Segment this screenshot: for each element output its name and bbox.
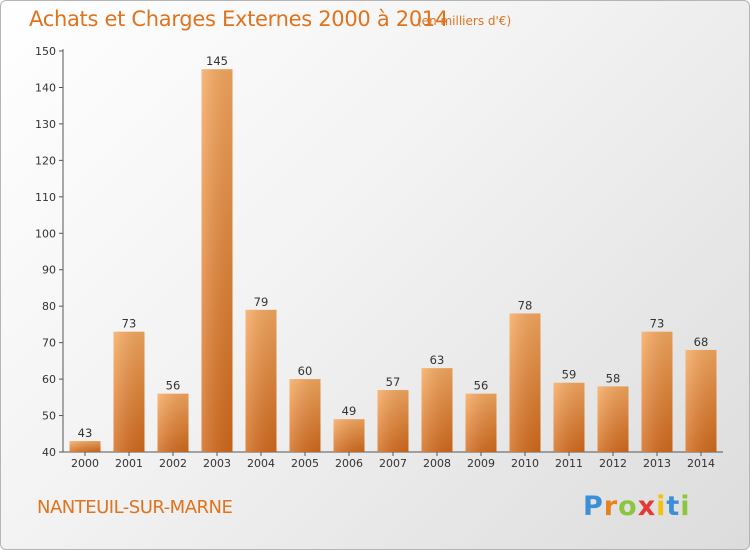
x-tick-label: 2002 — [159, 457, 187, 470]
x-tick-label: 2006 — [335, 457, 363, 470]
bar-shade — [641, 331, 673, 452]
bar-value-label: 58 — [606, 371, 621, 385]
x-tick-label: 2009 — [467, 457, 495, 470]
bar-shade — [245, 309, 277, 452]
bar-value-label: 56 — [474, 379, 489, 393]
logo-letter: i — [680, 491, 691, 522]
bar-value-label: 49 — [342, 404, 357, 418]
bar-shade — [69, 441, 101, 452]
x-tick-label: 2004 — [247, 457, 275, 470]
logo-letter: P — [583, 491, 604, 522]
x-tick-label: 2000 — [71, 457, 99, 470]
logo-letter: x — [637, 491, 657, 522]
bar-value-label: 43 — [78, 426, 93, 440]
bar-value-label: 73 — [122, 317, 137, 331]
bar-shade — [333, 419, 365, 452]
x-tick-label: 2001 — [115, 457, 143, 470]
bar-value-label: 145 — [206, 54, 228, 68]
bar-shade — [509, 313, 541, 452]
logo-letter: i — [656, 491, 667, 522]
y-tick-label: 120 — [35, 154, 56, 167]
x-tick-label: 2010 — [511, 457, 539, 470]
proxiti-logo[interactable]: Proxiti — [583, 491, 691, 522]
chart-title: Achats et Charges Externes 2000 à 2014 — [29, 7, 449, 31]
bar-value-label: 79 — [254, 295, 269, 309]
x-tick-label: 2003 — [203, 457, 231, 470]
y-tick-label: 100 — [35, 227, 56, 240]
bar-shade — [289, 379, 321, 452]
y-tick-label: 60 — [42, 373, 56, 386]
x-tick-label: 2011 — [555, 457, 583, 470]
y-tick-label: 80 — [42, 300, 56, 313]
logo-letter: o — [618, 491, 638, 522]
x-tick-label: 2008 — [423, 457, 451, 470]
y-tick-label: 110 — [35, 191, 56, 204]
bar-shade — [465, 393, 497, 452]
x-tick-label: 2005 — [291, 457, 319, 470]
y-tick-label: 150 — [35, 45, 56, 58]
bar-shade — [421, 368, 453, 452]
x-tick-label: 2014 — [687, 457, 715, 470]
bar-value-label: 73 — [650, 317, 665, 331]
bar-shade — [685, 349, 717, 452]
bar-value-label: 56 — [166, 379, 181, 393]
bar-value-label: 59 — [562, 368, 577, 382]
bar-value-label: 63 — [430, 353, 445, 367]
bar-value-label: 60 — [298, 364, 313, 378]
bar-shade — [157, 393, 189, 452]
bar-value-label: 57 — [386, 375, 401, 389]
chart-bars — [69, 69, 717, 453]
bar-shade — [201, 69, 233, 453]
y-tick-label: 130 — [35, 118, 56, 131]
logo-letter: t — [666, 491, 681, 522]
y-tick-label: 50 — [42, 410, 56, 423]
y-tick-label: 90 — [42, 264, 56, 277]
x-tick-label: 2013 — [643, 457, 671, 470]
bar-shade — [113, 331, 145, 452]
y-tick-label: 40 — [42, 446, 56, 459]
bar-shade — [597, 386, 629, 452]
commune-name: NANTEUIL-SUR-MARNE — [37, 497, 233, 518]
chart-axes: 40 50 60 70 80 90 100 110 120 130 140 150 — [35, 45, 723, 459]
chart-labels: 43 2000 73 2001 56 2002 145 2003 79 2004 60 2005 49 2… — [71, 54, 715, 470]
y-tick-label: 140 — [35, 81, 56, 94]
x-tick-label: 2007 — [379, 457, 407, 470]
bar-shade — [553, 382, 585, 452]
chart-unit: (en milliers d'€) — [417, 14, 512, 28]
bar-value-label: 78 — [518, 298, 533, 312]
y-tick-label: 70 — [42, 337, 56, 350]
bar-shade — [377, 390, 409, 452]
x-tick-label: 2012 — [599, 457, 627, 470]
bar-value-label: 68 — [694, 335, 709, 349]
logo-letter: r — [603, 491, 619, 522]
